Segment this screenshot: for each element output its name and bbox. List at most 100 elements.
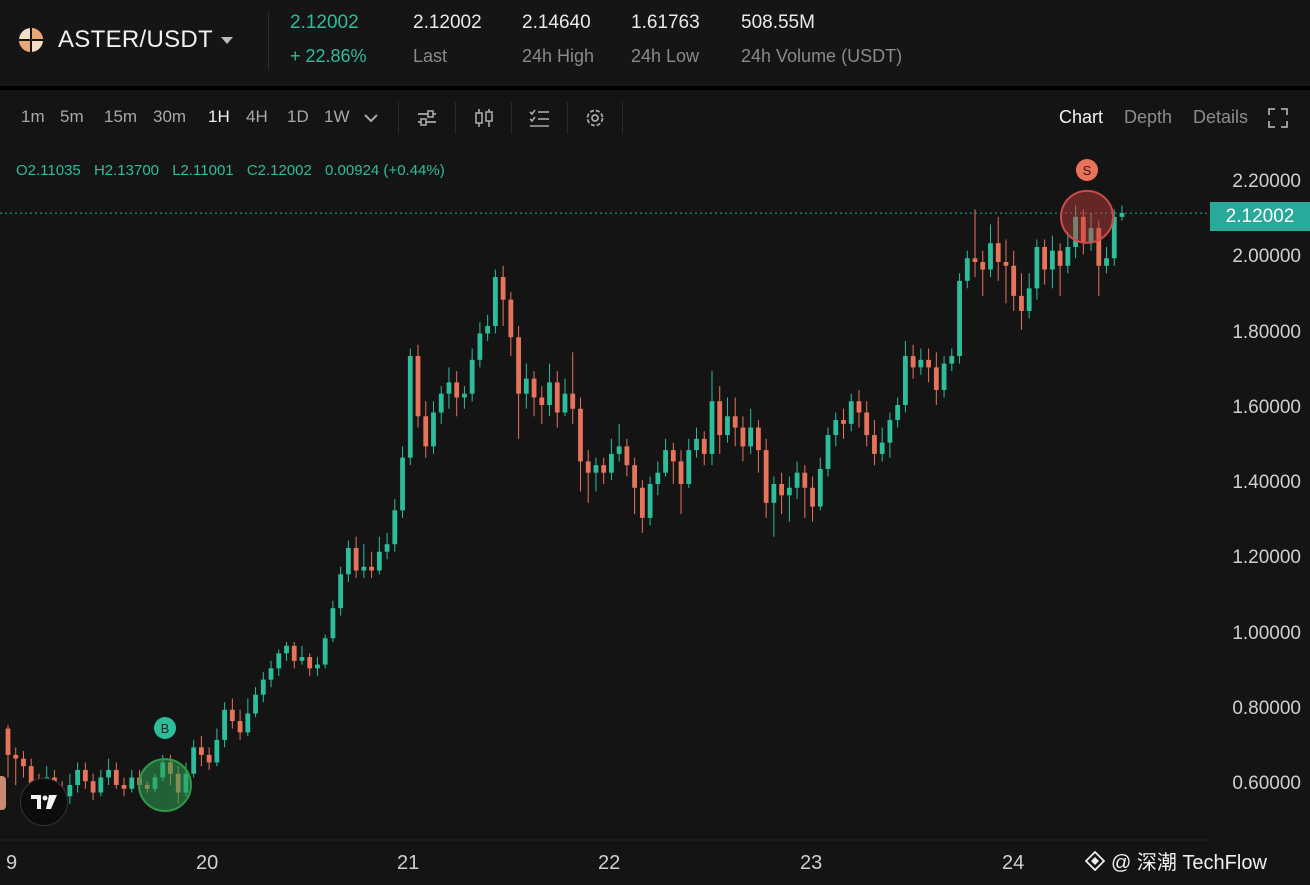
candle — [771, 476, 777, 537]
ohlc-high: H2.13700 — [93, 162, 160, 179]
candle — [268, 660, 274, 688]
last-price-tag: 2.12002 — [1210, 202, 1310, 231]
candle — [964, 250, 970, 289]
candle — [794, 461, 800, 500]
candle — [462, 386, 467, 409]
candle — [407, 348, 413, 466]
candle — [106, 758, 111, 785]
candle — [454, 371, 460, 417]
watermark: @ 深潮 TechFlow — [1085, 846, 1267, 875]
fullscreen-icon[interactable] — [1267, 107, 1289, 129]
candle — [191, 739, 197, 778]
candle — [585, 450, 591, 503]
candle — [75, 762, 81, 793]
candle — [686, 438, 692, 488]
candle — [98, 769, 104, 797]
timeframe-15m[interactable]: 15m — [104, 107, 138, 126]
x-tick-label: 21 — [397, 852, 420, 874]
candle — [957, 273, 962, 364]
candle — [825, 427, 831, 477]
candle — [848, 393, 854, 432]
candle — [229, 698, 235, 729]
candle — [299, 645, 305, 665]
candle — [113, 762, 119, 789]
candle — [663, 438, 668, 477]
gear-icon[interactable] — [584, 107, 606, 129]
indicators-icon[interactable] — [416, 107, 438, 129]
candle — [1096, 220, 1102, 296]
candle — [330, 600, 336, 643]
header-divider — [268, 12, 269, 70]
watermark-text: @ 深潮 TechFlow — [1111, 852, 1267, 874]
candle — [1104, 246, 1109, 274]
chevron-down-icon[interactable] — [361, 107, 381, 129]
tab-depth[interactable]: Depth — [1124, 107, 1173, 127]
candle — [933, 352, 939, 405]
timeframe-1d[interactable]: 1D — [287, 107, 309, 126]
candle — [763, 438, 769, 518]
candle — [400, 446, 405, 518]
toolbar-divider — [398, 102, 399, 134]
candle — [1026, 273, 1032, 319]
candlestick-chart[interactable]: BS — [0, 146, 1310, 846]
candle — [1011, 250, 1017, 311]
candle — [902, 341, 908, 413]
candlestick-type-icon[interactable] — [473, 107, 495, 129]
timeframe-4h[interactable]: 4H — [246, 107, 268, 126]
tab-chart[interactable]: Chart — [1059, 107, 1104, 127]
candle — [554, 371, 560, 428]
candle — [67, 773, 73, 804]
buy-badge — [154, 717, 176, 739]
candle — [1034, 239, 1040, 300]
timeframe-30m[interactable]: 30m — [153, 107, 187, 126]
x-tick-label: 9 — [6, 852, 18, 874]
tab-details[interactable]: Details — [1193, 107, 1249, 127]
timeframe-1w[interactable]: 1W — [324, 107, 350, 126]
x-tick-label: 23 — [800, 852, 823, 874]
last-value: 2.12002 — [413, 12, 482, 33]
checklist-icon[interactable] — [528, 107, 550, 129]
candle — [1019, 273, 1024, 330]
candle — [206, 747, 212, 770]
header-bottom-border — [0, 86, 1310, 90]
y-tick-label: 2.00000 — [1232, 246, 1301, 268]
candle — [786, 476, 792, 522]
left-edge-tab — [0, 776, 6, 810]
candle — [802, 465, 808, 518]
low-value: 1.61763 — [631, 12, 700, 33]
candle — [508, 292, 514, 357]
candle — [222, 702, 228, 748]
candle — [392, 499, 398, 552]
candle — [431, 401, 436, 454]
candle — [1080, 209, 1086, 255]
candle — [307, 653, 313, 676]
timeframe-1m[interactable]: 1m — [21, 107, 45, 126]
candle — [694, 427, 699, 458]
aster-logo-icon — [19, 28, 43, 52]
candle — [276, 649, 282, 676]
timeframe-1h[interactable]: 1H — [208, 107, 230, 126]
candle — [376, 536, 382, 575]
candle — [624, 438, 630, 477]
candle — [253, 687, 258, 718]
x-tick-label: 20 — [196, 852, 219, 874]
low-label: 24h Low — [631, 46, 700, 66]
candle — [129, 769, 135, 793]
candle — [910, 344, 916, 379]
sell-zone-marker — [1060, 189, 1114, 244]
volume-stat: 508.55M 24h Volume (USDT) — [741, 12, 902, 67]
y-tick-label: 0.80000 — [1232, 697, 1301, 719]
candle — [423, 401, 429, 458]
y-tick-label: 1.20000 — [1232, 547, 1301, 569]
candle — [547, 363, 552, 417]
candle — [338, 566, 344, 616]
tradingview-logo-icon[interactable] — [20, 778, 68, 826]
timeframe-5m[interactable]: 5m — [60, 107, 84, 126]
candle — [1111, 209, 1117, 266]
candle — [980, 250, 986, 296]
candle — [841, 408, 846, 439]
candle — [1003, 239, 1009, 304]
low-stat: 1.61763 24h Low — [631, 12, 700, 67]
y-tick-label: 1.00000 — [1232, 622, 1301, 644]
pair-selector[interactable]: ASTER/USDT — [18, 26, 234, 54]
